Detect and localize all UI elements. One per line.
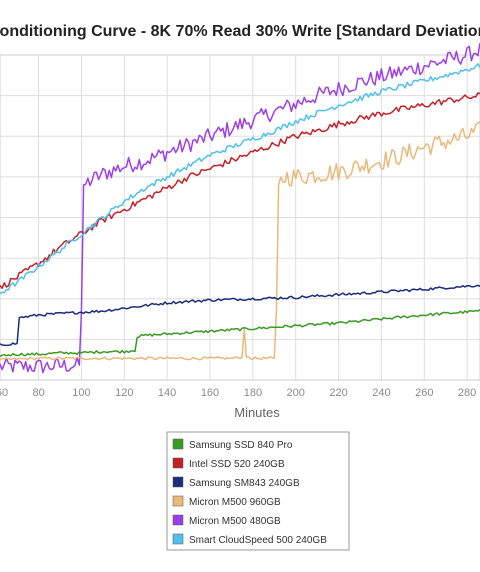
x-tick-label: 220 (329, 387, 347, 399)
x-tick-label: 260 (415, 387, 433, 399)
legend-swatch (172, 514, 184, 526)
legend-swatch (172, 495, 184, 507)
x-tick-label: 280 (458, 387, 476, 399)
legend-label: Samsung SSD 840 Pro (189, 440, 293, 451)
legend-swatch (172, 533, 184, 545)
x-tick-label: 140 (158, 387, 176, 399)
legend-swatch (172, 438, 184, 450)
chart-title: Conditioning Curve - 8K 70% Read 30% Wri… (0, 23, 480, 40)
series-lines (0, 42, 480, 374)
series-line (0, 309, 480, 358)
legend-swatch (172, 476, 184, 488)
x-tick-label: 240 (372, 387, 390, 399)
legend-box (166, 431, 350, 551)
legend-label: Smart CloudSpeed 500 240GB (189, 535, 327, 546)
series-line (0, 42, 480, 374)
x-tick-label: 120 (115, 387, 133, 399)
legend-label: Micron M500 480GB (189, 516, 281, 527)
x-tick-label: 100 (72, 387, 90, 399)
x-tick-label: 60 (0, 387, 8, 399)
series-line (0, 284, 480, 347)
x-tick-label: 180 (244, 387, 262, 399)
x-tick-label: 160 (201, 387, 219, 399)
legend: Samsung SSD 840 Pro Intel SSD 520 240GB Sa… (166, 431, 350, 551)
series-line (0, 63, 480, 295)
series-line (0, 121, 480, 361)
x-axis-ticks: 60 80 100 120 140 160 180 200 220 240 260 280 (0, 387, 476, 399)
legend-swatch (172, 457, 184, 469)
legend-label: Micron M500 960GB (189, 497, 281, 508)
x-tick-label: 80 (32, 387, 44, 399)
legend-label: Samsung SM843 240GB (189, 478, 300, 489)
legend-label: Intel SSD 520 240GB (189, 459, 285, 470)
x-axis-title: Minutes (234, 405, 280, 420)
series-line (0, 92, 480, 290)
x-tick-label: 200 (287, 387, 305, 399)
